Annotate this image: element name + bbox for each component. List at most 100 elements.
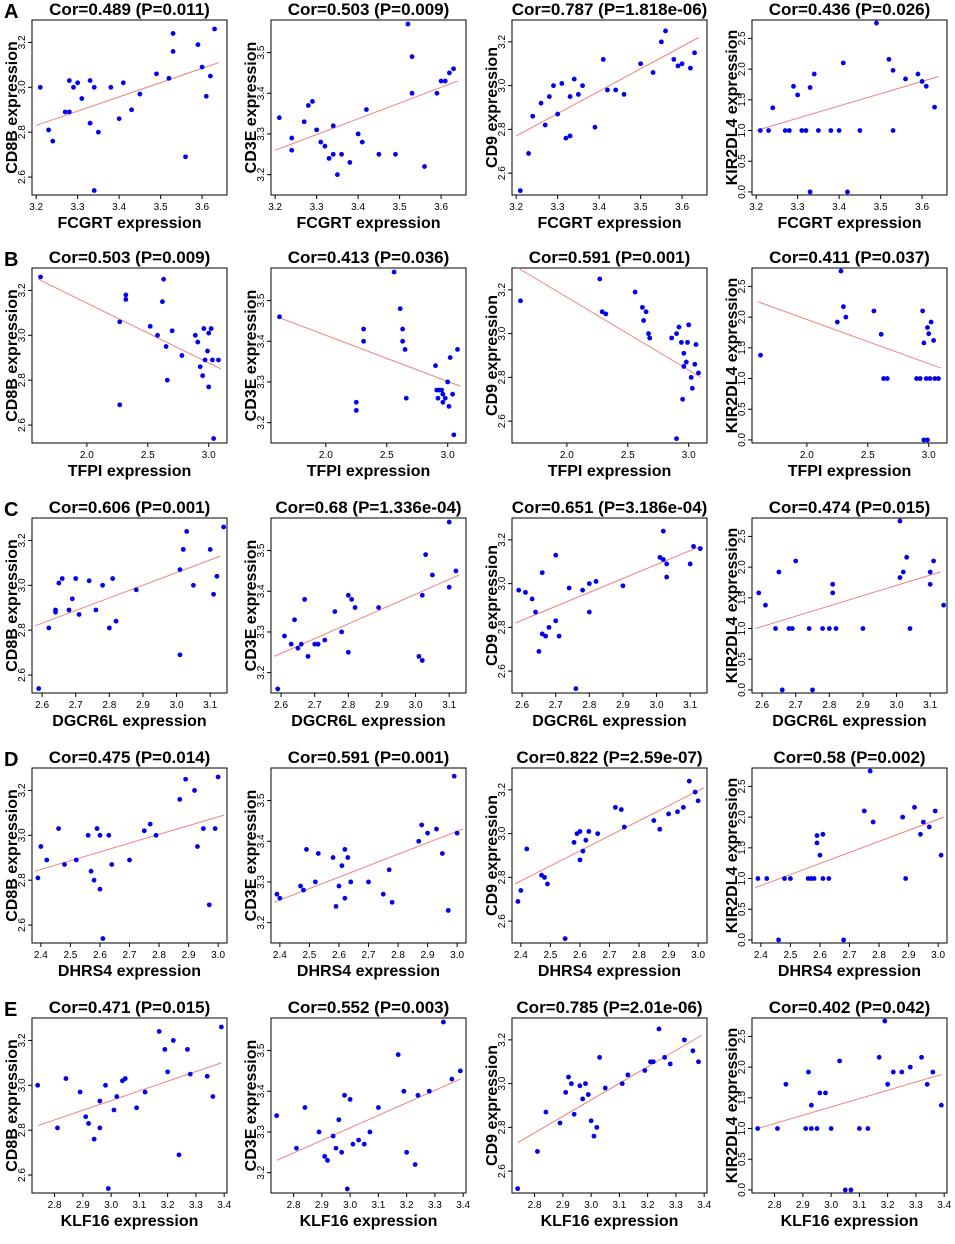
data-point [555,111,561,117]
data-point [810,687,815,693]
data-point [330,1133,336,1139]
data-point [931,558,936,564]
chart-5: Cor=0.413 (P=0.036) 2.0 2.5 3.0 3.2 3.3 3.4 3.5… [243,248,467,480]
panel-label-C: C [4,499,18,521]
data-point [116,116,122,122]
x-tick-label: 2.8 [391,950,405,961]
data-point [874,20,879,26]
data-point [445,379,451,385]
x-tick-label: 3.6 [434,202,448,213]
x-tick-label: 2.5 [621,450,635,461]
y-tick-label: 3.2 [256,415,267,429]
data-point [907,626,913,631]
data-point [613,87,619,93]
x-tick-label: 2.9 [136,700,150,711]
regression-line [37,1062,222,1127]
data-point [349,596,355,602]
y-axis-label: CD3E expression [243,290,260,422]
data-point [91,84,97,90]
data-point [356,1137,362,1143]
data-point [650,70,656,75]
data-point [543,633,549,639]
data-point [696,370,701,376]
y-tick-label: 2.6 [17,1168,28,1182]
chart-3: Cor=0.436 (P=0.026) 3.2 3.3 3.4 3.5 3.6 0.0 0.5… [724,0,948,232]
data-point [123,292,129,298]
x-axis-label: KLF16 expression [61,1213,199,1230]
data-point [63,1076,69,1081]
x-tick-label: 3.2 [749,202,763,213]
y-tick-label: 3.2 [497,1032,508,1046]
data-point [77,1089,83,1095]
x-tick-label: 2.0 [560,450,574,461]
data-point [393,151,398,157]
data-point [212,26,217,32]
y-tick-label: 2.5 [737,1029,748,1043]
data-point [375,1105,381,1110]
chart-title: Cor=0.785 (P=2.01e-06) [516,998,702,1017]
data-point [841,304,846,310]
data-point [764,876,770,881]
x-tick-label: 3.1 [442,700,456,711]
data-point [276,115,282,121]
y-tick-label: 2.8 [497,1120,508,1134]
data-point [66,109,72,115]
data-point [664,574,670,580]
data-point [316,1129,322,1135]
data-point [686,322,692,328]
data-point [927,376,933,381]
y-tick-label: 2.8 [497,870,508,884]
data-point [103,1082,108,1088]
y-axis-label: KIR2DL4 expression [724,30,741,186]
data-point [53,609,58,615]
chart-7: Cor=0.411 (P=0.037) 2.0 2.5 3.0 0.0 0.5 1.0 1.5… [724,248,948,480]
data-point [782,876,787,881]
data-point [820,876,826,881]
data-point [917,376,923,381]
data-point [446,403,452,409]
data-point [918,831,923,837]
data-point [350,1141,356,1147]
data-point [603,311,609,317]
data-point [786,128,792,133]
y-tick-label: 3.2 [17,533,28,547]
data-point [310,98,315,104]
data-point [779,687,785,693]
data-point [435,395,441,401]
x-tick-label: 2.4 [514,950,528,961]
x-tick-label: 3.6 [195,202,209,213]
data-point [843,314,849,320]
y-axis-label: KIR2DL4 expression [724,778,741,934]
data-point [294,1145,299,1151]
data-point [925,437,930,443]
data-point [517,188,523,194]
x-tick-label: 2.8 [822,700,836,711]
data-point [83,1114,89,1120]
y-tick-label: 3.0 [17,828,28,842]
data-point [416,653,422,659]
y-axis-label: KIR2DL4 expression [724,1028,741,1184]
data-point [776,569,782,575]
data-point [666,811,671,817]
data-point [553,618,559,624]
data-point [518,888,524,893]
data-point [339,151,344,157]
data-point [881,376,887,381]
data-point [870,819,876,825]
y-tick-label: 2.0 [737,1060,748,1074]
x-tick-label: 3.2 [881,1200,895,1211]
y-tick-label: 0.0 [737,683,748,697]
data-point [538,100,544,106]
data-point [88,868,94,874]
x-axis-label: DHRS4 expression [58,963,201,980]
y-tick-label: 3.4 [256,1084,267,1098]
x-axis-label: KLF16 expression [300,1213,438,1230]
data-point [681,1037,687,1043]
data-point [680,396,686,402]
data-point [95,129,101,135]
x-tick-label: 3.3 [428,1200,442,1211]
data-point [773,626,778,631]
data-point [545,881,550,887]
data-point [440,391,446,397]
